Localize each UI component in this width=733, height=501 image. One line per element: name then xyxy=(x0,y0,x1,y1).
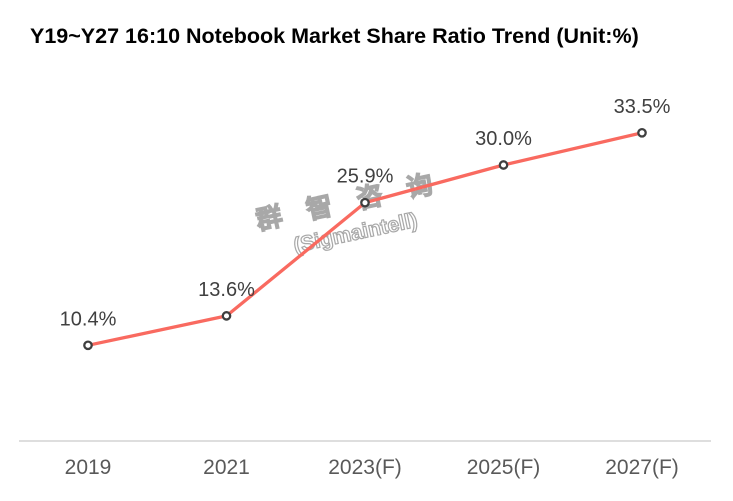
data-point-marker-2027(F) xyxy=(637,127,647,138)
data-point-label-2023(F): 25.9% xyxy=(337,166,394,188)
chart-title: Y19~Y27 16:10 Notebook Market Share Rati… xyxy=(30,24,639,48)
data-point-marker-2019 xyxy=(83,340,93,351)
x-axis-tick-label-2027(F): 2027(F) xyxy=(605,456,679,479)
data-point-label-2027(F): 33.5% xyxy=(614,96,671,118)
trend-line xyxy=(86,131,644,347)
x-axis-tick-label-2023(F): 2023(F) xyxy=(328,456,402,479)
data-point-marker-2025(F) xyxy=(498,160,509,170)
x-axis-tick-label-2019: 2019 xyxy=(65,456,112,479)
data-point-marker-2021 xyxy=(221,311,232,321)
data-point-label-2019: 10.4% xyxy=(60,308,117,330)
data-point-label-2021: 13.6% xyxy=(198,279,255,301)
x-axis-tick-label-2021: 2021 xyxy=(203,456,250,479)
data-point-label-2025(F): 30.0% xyxy=(475,128,532,150)
x-axis-tick-label-2025(F): 2025(F) xyxy=(467,456,541,479)
data-point-marker-2023(F) xyxy=(360,197,370,208)
